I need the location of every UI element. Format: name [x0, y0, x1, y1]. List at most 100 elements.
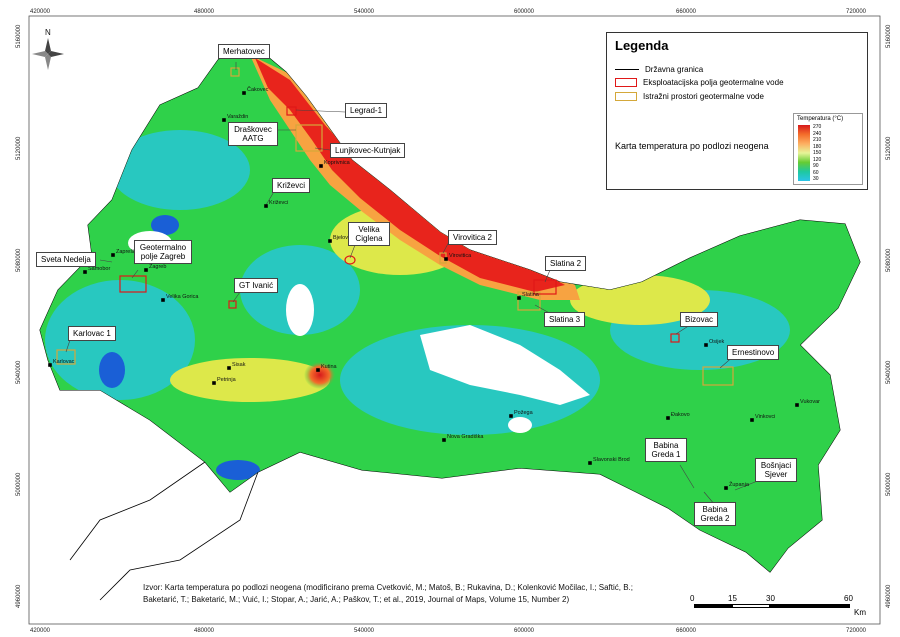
place-marker [588, 461, 592, 465]
north-label: N [45, 28, 51, 37]
y-tick-label: 5040000 [16, 360, 22, 384]
no-data-moslavina [286, 284, 314, 336]
callout-babina2: Babina Greda 2 [694, 502, 736, 527]
place-marker [222, 118, 226, 122]
y-tick-label: 5080000 [16, 248, 22, 272]
place-marker [227, 366, 231, 370]
place-label: Slatina [522, 292, 540, 298]
legend-title: Legenda [615, 38, 669, 53]
place-label: Slavonski Brod [593, 457, 630, 463]
y-tick-label: 5000000 [16, 472, 22, 496]
place-label: Virovitica [449, 253, 472, 259]
no-data-slavonia [420, 325, 590, 405]
zone-mild-1 [170, 358, 330, 402]
place-marker [444, 257, 448, 261]
place-label: Nova Gradiška [447, 434, 484, 440]
callout-slatina2: Slatina 2 [545, 256, 587, 272]
y-tick-label: 5040000 [886, 360, 892, 384]
x-tick-label: 600000 [514, 628, 535, 634]
zone-cyan-nw [110, 130, 250, 210]
place-marker [48, 363, 52, 367]
place-label: Županja [729, 480, 750, 488]
colorbar-gradient [798, 125, 810, 181]
callout-ivanic: GT Ivanić [234, 278, 279, 294]
colorbar-tick: 240 [813, 130, 822, 137]
explore-slatina [517, 291, 541, 311]
callout-merhatovec: Merhatovec [218, 44, 270, 60]
scale-tick: 0 [690, 594, 695, 603]
exploit-ivanic [228, 300, 237, 309]
places: Čakovec Varaždin Koprivnica Križevci Bjelova… [48, 86, 820, 490]
callout-slatina3: Slatina 3 [544, 312, 586, 328]
x-axis: 4200004200004800004800005400005400006000… [30, 9, 867, 634]
scale-bar: 0 15 30 60 Km [690, 594, 870, 622]
callout-ciglena: Velika Ciglena [348, 222, 390, 247]
x-tick-label: 660000 [676, 9, 697, 15]
y-tick-label: 5120000 [16, 136, 22, 160]
x-tick-label: 720000 [846, 628, 867, 634]
border-line-icon [615, 69, 639, 70]
place-marker [144, 268, 148, 272]
zone-cyan-w [45, 280, 195, 400]
callout-virovitica: Virovitica 2 [448, 230, 497, 246]
x-tick-label: 480000 [194, 628, 215, 634]
place-marker [750, 418, 754, 422]
colorbar-tick: 210 [813, 137, 822, 143]
scale-unit: Km [854, 608, 866, 617]
place-marker [111, 253, 115, 257]
legend-item-explore: Istražni prostori geotermalne vode [615, 92, 764, 101]
border-south [69, 461, 259, 601]
x-tick-label: 660000 [676, 628, 697, 634]
legend-item-label: Istražni prostori geotermalne vode [643, 92, 764, 101]
explore-karlovac [56, 349, 76, 365]
callout-karlovac: Karlovac 1 [68, 326, 116, 342]
callout-sveta-nedelja: Sveta Nedelja [36, 252, 96, 268]
orange-box-icon [615, 92, 637, 101]
place-marker [442, 438, 446, 442]
y-tick-label: 4960000 [886, 584, 892, 608]
y-tick-label: 5080000 [886, 248, 892, 272]
y-tick-label: 5120000 [886, 136, 892, 160]
place-marker [704, 343, 708, 347]
scale-seg [694, 604, 732, 608]
legend-panel: Legenda Državna granica Eksploatacijska … [606, 32, 868, 190]
zone-hot-kutina [304, 361, 336, 389]
callout-krizevci: Križevci [272, 178, 311, 194]
exploit-slatina [533, 279, 557, 295]
place-label: Kutina [321, 364, 338, 370]
colorbar-tick: 60 [813, 169, 819, 176]
y-tick-label: 5160000 [16, 24, 22, 48]
place-label: Osijek [709, 339, 725, 345]
x-tick-label: 720000 [846, 9, 867, 15]
explore-ernestinovo [702, 366, 734, 386]
place-label: Čakovec [247, 86, 269, 93]
no-data-pozega [508, 417, 532, 433]
place-label: Koprivnica [324, 160, 351, 166]
callout-lunjkovec: Lunjkovec-Kutnjak [330, 143, 406, 159]
scale-seg [770, 604, 850, 608]
scale-tick: 30 [766, 594, 775, 603]
zone-blue-1 [151, 215, 179, 235]
exploit-ciglena [344, 255, 356, 265]
place-marker [517, 296, 521, 300]
exploit-zagreb [119, 275, 147, 293]
source-line-1: Izvor: Karta temperatura po podlozi neog… [143, 583, 633, 592]
scale-tick: 15 [728, 594, 737, 603]
explore-merhatovec [230, 67, 240, 77]
colorbar-tick: 30 [813, 176, 819, 182]
place-marker [242, 91, 246, 95]
place-marker [724, 486, 728, 490]
place-label: Požega [514, 410, 534, 416]
colorbar-tick: 90 [813, 163, 819, 169]
place-marker [212, 381, 216, 385]
place-marker [319, 164, 323, 168]
x-tick-label: 480000 [194, 9, 215, 15]
colorbar-title: Temperatura (°C) [797, 116, 844, 122]
legend-item-border: Državna granica [615, 65, 703, 74]
colorbar-tick: 150 [813, 150, 822, 156]
y-axis: 5160000 5160000 5120000 5120000 5080000 50800… [16, 24, 892, 608]
zone-blue-3 [216, 460, 260, 480]
place-label: Križevci [269, 200, 288, 206]
explore-drask [295, 124, 323, 152]
callout-bizovac: Bizovac [680, 312, 719, 328]
